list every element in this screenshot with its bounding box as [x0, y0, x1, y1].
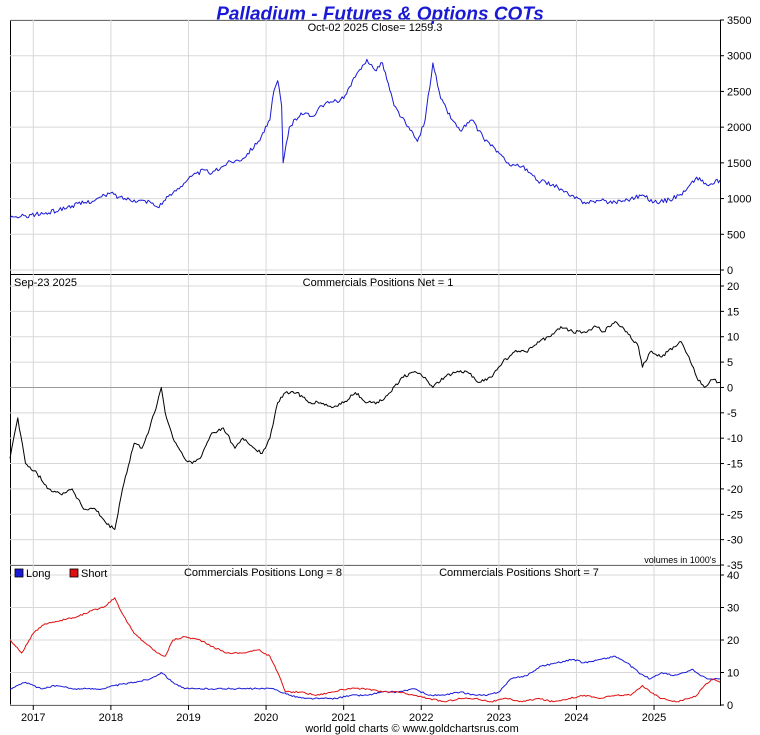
grid-layer	[10, 19, 720, 706]
series-line-positions-short	[9, 597, 721, 703]
net-header-date: Sep-23 2025	[14, 277, 77, 289]
x-tick-label: 2017	[21, 712, 45, 724]
x-tick-label: 2020	[254, 712, 278, 724]
y-tick-label: 5	[727, 357, 733, 369]
y-tick-label: 10	[727, 668, 739, 680]
x-tick-label: 2018	[99, 712, 123, 724]
net-header: Commercials Positions Net = 1	[303, 277, 454, 289]
y-tick-label: 15	[727, 306, 739, 318]
y-tick-label: 1500	[727, 158, 751, 170]
series-layer	[9, 58, 721, 703]
volume-note: volumes in 1000's	[644, 555, 716, 565]
y-tick-label: 1000	[727, 194, 751, 206]
x-tick-label: 2022	[409, 712, 433, 724]
legend-long-swatch	[14, 568, 24, 578]
y-tick-label: 3000	[727, 51, 751, 63]
footer-credit: world gold charts © www.goldchartsrus.co…	[304, 723, 519, 735]
series-line-net-commercials-net	[9, 321, 721, 530]
y-tick-label: 20	[727, 281, 739, 293]
y-tick-label: -20	[727, 484, 743, 496]
series-line-price-palladium-price	[9, 58, 721, 219]
y-tick-label: 10	[727, 332, 739, 344]
y-tick-label: -10	[727, 433, 743, 445]
legend-long-label: Long	[26, 568, 50, 580]
long-header: Commercials Positions Long = 8	[184, 567, 342, 579]
y-tick-label: 0	[727, 382, 733, 394]
y-tick-label: -25	[727, 509, 743, 521]
x-tick-label: 2025	[642, 712, 666, 724]
short-header: Commercials Positions Short = 7	[439, 567, 599, 579]
x-tick-label: 2019	[176, 712, 200, 724]
y-tick-label: -5	[727, 408, 737, 420]
y-tick-label: 0	[727, 265, 733, 277]
legend-short-swatch	[69, 568, 79, 578]
series-line-positions-long	[10, 655, 721, 700]
y-tick-label: 30	[727, 603, 739, 615]
axis-layer: 2017 2018 2019 2020 2021 2022 2023 2024 20250500…	[21, 15, 751, 724]
y-tick-label: 2500	[727, 86, 751, 98]
price-header: Oct-02 2025 Close= 1259.3	[308, 22, 443, 34]
y-tick-label: 40	[727, 570, 739, 582]
y-tick-label: 0	[727, 700, 733, 712]
x-tick-label: 2024	[564, 712, 588, 724]
net-panel	[10, 274, 721, 566]
legend-short-label: Short	[81, 568, 107, 580]
x-tick-label: 2021	[331, 712, 355, 724]
y-tick-label: -35	[727, 560, 743, 572]
positions-panel	[10, 565, 721, 706]
y-tick-label: -15	[727, 459, 743, 471]
x-tick-label: 2023	[487, 712, 511, 724]
price-panel	[10, 20, 721, 275]
y-tick-label: 2000	[727, 122, 751, 134]
y-tick-label: 3500	[727, 15, 751, 27]
y-tick-label: 500	[727, 229, 745, 241]
y-tick-label: 20	[727, 635, 739, 647]
y-tick-label: -30	[727, 535, 743, 547]
